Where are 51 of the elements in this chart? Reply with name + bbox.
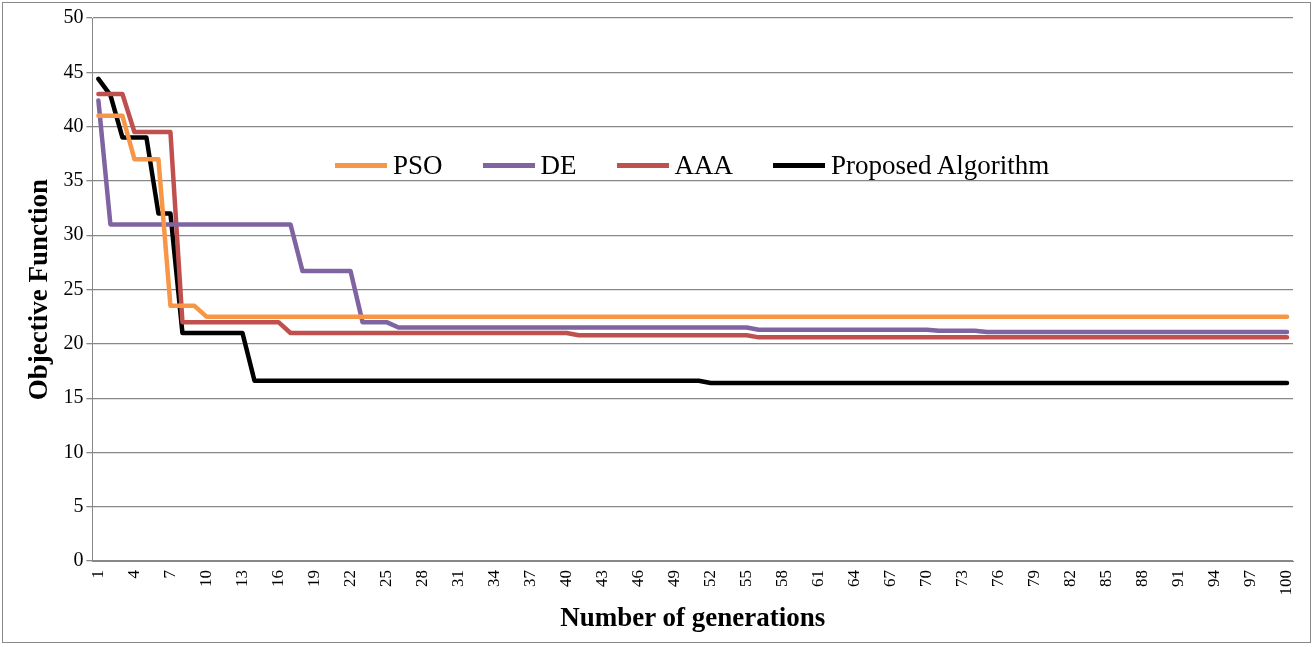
x-tick-label: 58 [772,570,792,588]
x-tick-label: 76 [988,570,1008,588]
x-tick-label: 37 [520,569,540,588]
x-tick-label: 82 [1060,570,1080,588]
x-tick-label: 40 [556,570,576,588]
x-tick-label: 34 [484,569,504,588]
x-tick-label: 13 [231,570,251,588]
x-tick-label: 79 [1024,570,1044,588]
y-tick-label: 25 [63,276,84,299]
x-tick-label: 70 [916,570,936,588]
y-tick-label: 35 [63,168,84,191]
x-tick-label: 16 [267,570,287,588]
x-tick-label: 7 [159,569,179,579]
x-tick-label: 67 [880,569,900,588]
x-tick-label: 28 [412,570,432,588]
legend-label: PSO [393,150,443,181]
x-axis-title: Number of generations [560,601,826,632]
x-tick-label: 85 [1096,570,1116,588]
x-tick-label: 61 [808,570,828,588]
x-tick-label: 52 [700,570,720,588]
y-tick-label: 15 [63,385,84,408]
y-tick-label: 45 [63,59,84,82]
x-tick-label: 91 [1168,570,1188,588]
legend-label: AAA [674,150,734,181]
x-tick-label: 94 [1204,569,1224,588]
y-tick-label: 0 [73,548,84,571]
x-tick-label: 31 [448,570,468,588]
y-tick-label: 5 [73,494,84,517]
x-tick-label: 10 [195,570,215,588]
x-tick-label: 25 [376,570,396,588]
x-tick-label: 1 [87,570,107,579]
y-tick-label: 10 [63,439,84,462]
x-tick-label: 55 [736,570,756,588]
x-tick-label: 49 [664,570,684,588]
x-tick-label: 97 [1240,569,1260,588]
y-tick-label: 30 [63,222,84,245]
legend-label: Proposed Algorithm [831,150,1050,181]
x-tick-label: 4 [123,569,143,579]
x-tick-label: 22 [340,570,359,588]
y-tick-label: 40 [63,113,84,136]
y-tick-label: 20 [63,331,84,354]
x-tick-label: 73 [952,570,972,588]
y-tick-label: 50 [63,5,84,28]
x-tick-label: 46 [628,570,648,588]
x-tick-label: 43 [592,570,612,588]
x-tick-label: 88 [1132,570,1152,588]
y-axis-title: Objective Function [23,178,54,401]
x-tick-label: 100 [1276,570,1296,596]
legend-label: DE [540,150,577,181]
x-tick-label: 64 [844,569,864,588]
x-tick-label: 19 [303,570,323,588]
